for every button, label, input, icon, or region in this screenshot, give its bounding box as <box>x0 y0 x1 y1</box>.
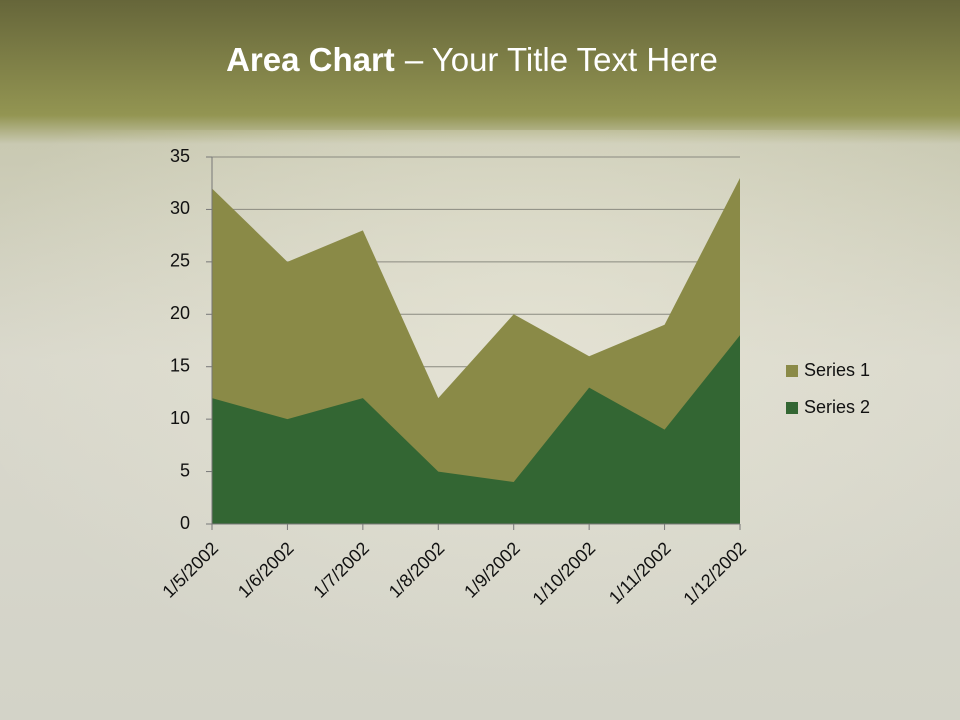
y-tick-label: 30 <box>170 198 190 218</box>
y-tick-label: 25 <box>170 251 190 271</box>
legend-swatch <box>786 365 798 377</box>
y-tick-label: 15 <box>170 355 190 375</box>
y-tick-label: 10 <box>170 408 190 428</box>
title-text: – Your Title Text Here <box>405 41 718 78</box>
legend-label: Series 2 <box>804 397 870 417</box>
area <box>212 335 740 524</box>
y-tick-label: 5 <box>180 460 190 480</box>
y-tick-label: 20 <box>170 303 190 323</box>
legend-label: Series 1 <box>804 360 870 380</box>
slide-title: Area Chart – Your Title Text Here <box>226 41 718 78</box>
y-tick-label: 0 <box>180 513 190 533</box>
y-tick-label: 35 <box>170 146 190 166</box>
title-emphasis: Area Chart <box>226 41 395 78</box>
legend-swatch <box>786 402 798 414</box>
